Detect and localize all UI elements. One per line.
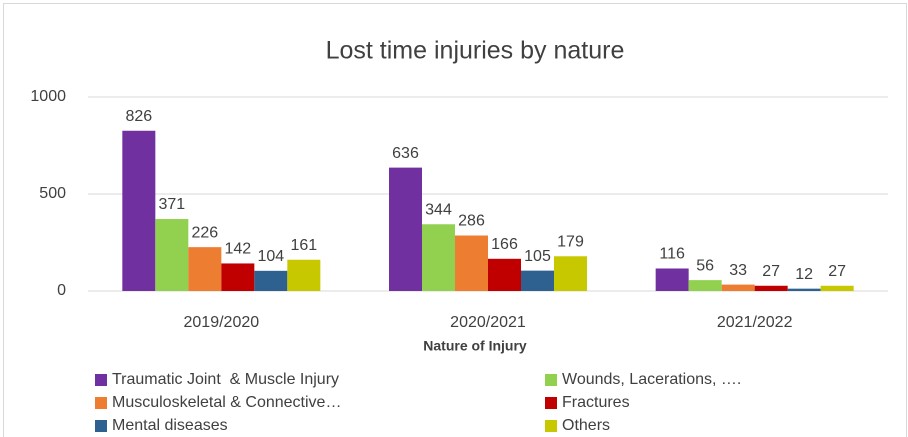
data-label: 33 xyxy=(729,262,747,279)
y-tick-label: 1000 xyxy=(30,88,66,105)
data-label: 142 xyxy=(224,241,251,258)
legend-swatch xyxy=(95,420,107,432)
bar xyxy=(521,270,554,291)
data-label: 826 xyxy=(125,108,152,125)
bar xyxy=(688,280,722,291)
legend-label: Mental diseases xyxy=(112,417,228,434)
bar xyxy=(422,224,455,291)
data-label: 371 xyxy=(158,196,185,213)
data-label: 56 xyxy=(696,257,714,274)
data-label: 161 xyxy=(290,237,317,254)
data-label: 166 xyxy=(491,236,518,253)
legend-label: Musculoskeletal & Connective… xyxy=(112,394,341,411)
bar xyxy=(188,247,222,291)
legend-swatch xyxy=(545,374,557,386)
bar xyxy=(721,284,755,291)
legend-label: Fractures xyxy=(562,394,630,411)
y-tick-label: 500 xyxy=(39,185,66,202)
chart-title: Lost time injuries by nature xyxy=(326,37,625,65)
x-tick-label: 2020/2021 xyxy=(450,314,526,331)
data-label: 105 xyxy=(524,248,551,265)
data-label: 226 xyxy=(191,224,218,241)
bar xyxy=(820,285,854,291)
data-label: 116 xyxy=(659,246,685,263)
data-label: 27 xyxy=(762,263,780,280)
bar xyxy=(287,259,321,291)
legend-swatch xyxy=(545,420,557,432)
data-label: 27 xyxy=(828,263,846,280)
x-tick-label: 2021/2022 xyxy=(717,314,793,331)
bar xyxy=(221,263,255,291)
data-label: 104 xyxy=(257,248,284,265)
legend-label: Traumatic Joint & Muscle Injury xyxy=(112,371,339,388)
bar xyxy=(488,258,521,291)
legend-swatch xyxy=(545,397,557,409)
bar xyxy=(122,130,156,291)
data-label: 12 xyxy=(795,266,813,283)
bar xyxy=(754,285,788,291)
bar xyxy=(554,256,587,291)
bar xyxy=(389,167,422,291)
legend-label: Wounds, Lacerations, …. xyxy=(562,371,741,388)
data-label: 286 xyxy=(458,213,485,230)
bar xyxy=(787,288,821,291)
chart-border xyxy=(3,3,907,437)
data-label: 179 xyxy=(557,233,584,250)
legend-label: Others xyxy=(562,417,610,434)
legend-swatch xyxy=(95,397,107,409)
bar xyxy=(655,268,689,291)
bar xyxy=(254,270,288,291)
legend-swatch xyxy=(95,374,107,386)
data-label: 636 xyxy=(392,145,419,162)
data-label: 344 xyxy=(425,201,452,218)
x-tick-label: 2019/2020 xyxy=(184,314,260,331)
bar xyxy=(455,235,488,291)
y-tick-label: 0 xyxy=(57,282,66,299)
bar xyxy=(155,219,189,291)
x-axis-title: Nature of Injury xyxy=(423,338,527,354)
